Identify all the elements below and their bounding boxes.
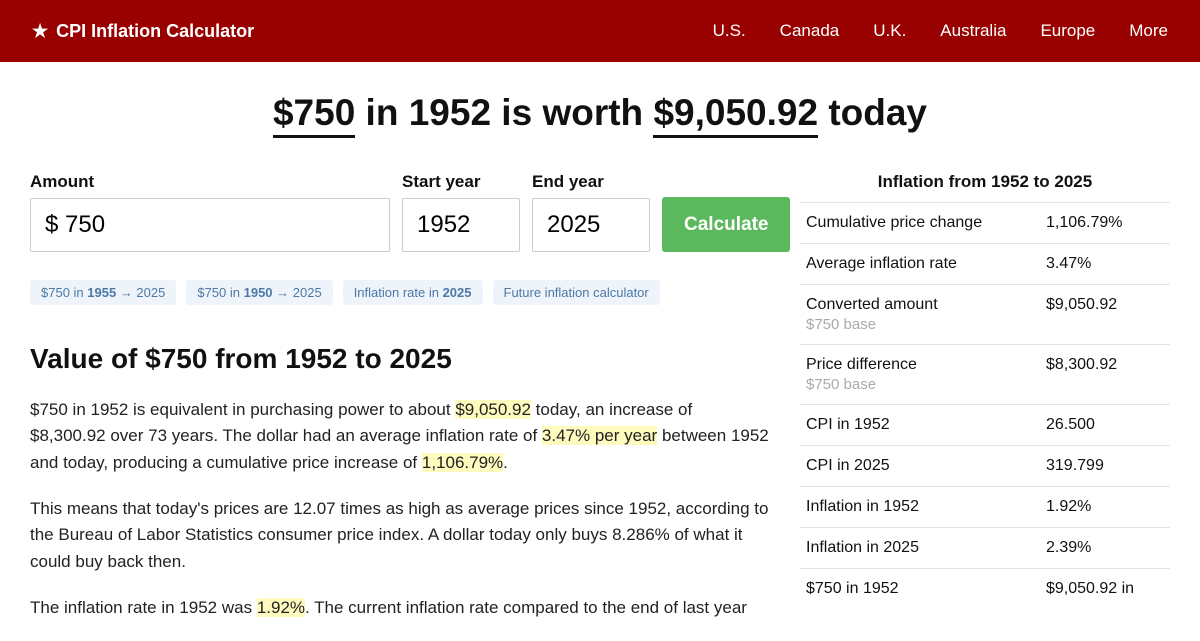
brand[interactable]: ★ CPI Inflation Calculator [32,21,254,42]
paragraph-3: The inflation rate in 1952 was 1.92%. Th… [30,595,770,621]
table-row: $750 in 1952$9,050.92 in [800,569,1170,610]
headline-result: $9,050.92 [653,92,818,138]
nav-us[interactable]: U.S. [713,21,746,41]
row-label: $750 in 1952 [800,569,1040,610]
row-value: $9,050.92 [1040,285,1170,345]
paragraph-1: $750 in 1952 is equivalent in purchasing… [30,397,770,476]
pill-1950[interactable]: $750 in 1950 → 2025 [186,280,332,305]
headline-mid: in 1952 is worth [355,92,653,133]
top-nav: U.S. Canada U.K. Australia Europe More [713,21,1168,41]
calculate-button[interactable]: Calculate [662,197,790,252]
row-value: 319.799 [1040,446,1170,487]
row-value: 26.500 [1040,405,1170,446]
headline-amount: $750 [273,92,355,138]
amount-label: Amount [30,172,390,192]
row-sublabel: $750 base [806,376,1034,393]
row-label: Cumulative price change [800,203,1040,244]
row-value: 3.47% [1040,244,1170,285]
inflation-summary-table: Cumulative price change1,106.79%Average … [800,202,1170,609]
start-year-label: Start year [402,172,520,192]
row-value: 2.39% [1040,528,1170,569]
nav-more[interactable]: More [1129,21,1168,41]
app-header: ★ CPI Inflation Calculator U.S. Canada U… [0,0,1200,62]
headline-after: today [818,92,927,133]
row-label: Converted amount$750 base [800,285,1040,345]
end-year-label: End year [532,172,650,192]
headline: $750 in 1952 is worth $9,050.92 today [30,92,1170,134]
row-value: $9,050.92 in [1040,569,1170,610]
nav-europe[interactable]: Europe [1040,21,1095,41]
table-row: Converted amount$750 base$9,050.92 [800,285,1170,345]
star-icon: ★ [32,21,48,42]
sidebar-title: Inflation from 1952 to 2025 [800,172,1170,192]
row-label: Inflation in 1952 [800,487,1040,528]
section-title: Value of $750 from 1952 to 2025 [30,343,770,375]
paragraph-2: This means that today's prices are 12.07… [30,496,770,575]
table-row: Average inflation rate3.47% [800,244,1170,285]
row-sublabel: $750 base [806,316,1034,333]
row-label: Inflation in 2025 [800,528,1040,569]
row-value: 1,106.79% [1040,203,1170,244]
row-label: CPI in 2025 [800,446,1040,487]
row-label: Price difference$750 base [800,345,1040,405]
pill-rate-2025[interactable]: Inflation rate in 2025 [343,280,483,305]
pill-1955[interactable]: $750 in 1955 → 2025 [30,280,176,305]
quick-links: $750 in 1955 → 2025 $750 in 1950 → 2025 … [30,280,770,305]
nav-uk[interactable]: U.K. [873,21,906,41]
start-year-input[interactable] [402,198,520,252]
row-label: Average inflation rate [800,244,1040,285]
table-row: Inflation in 19521.92% [800,487,1170,528]
end-year-input[interactable] [532,198,650,252]
row-value: $8,300.92 [1040,345,1170,405]
nav-canada[interactable]: Canada [780,21,840,41]
nav-australia[interactable]: Australia [940,21,1006,41]
amount-input[interactable] [30,198,390,252]
row-value: 1.92% [1040,487,1170,528]
table-row: Inflation in 20252.39% [800,528,1170,569]
table-row: CPI in 195226.500 [800,405,1170,446]
table-row: Price difference$750 base$8,300.92 [800,345,1170,405]
brand-label: CPI Inflation Calculator [56,21,254,42]
table-row: Cumulative price change1,106.79% [800,203,1170,244]
calc-form: Amount Start year End year Calculate [30,172,770,252]
table-row: CPI in 2025319.799 [800,446,1170,487]
row-label: CPI in 1952 [800,405,1040,446]
pill-future[interactable]: Future inflation calculator [493,280,660,305]
